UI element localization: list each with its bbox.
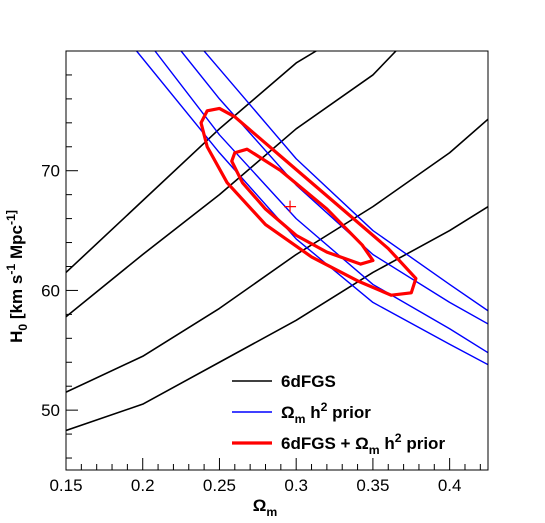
series-6dfgs-3	[66, 51, 317, 274]
x-tick-label: 0.15	[49, 476, 82, 495]
series-6dfgs-0	[66, 205, 488, 432]
series-6dfgs-1	[66, 118, 488, 393]
series-6dfgs-m-h-2-prior-9	[230, 147, 375, 266]
series-6dfgs-m-h-2-prior-8	[199, 106, 418, 297]
series-m-h-2-prior-6	[180, 51, 488, 325]
series-m-h-2-prior-4	[135, 51, 488, 366]
legend-label-m-h-2-prior: Ωm h2 prior	[281, 400, 371, 426]
plot-frame	[65, 50, 489, 471]
x-tick-label: 0.25	[203, 476, 236, 495]
best-fit-marker	[284, 200, 297, 213]
series-m-h-2-prior-5	[154, 51, 488, 354]
series-6dfgs-2	[66, 51, 397, 318]
y-tick-label: 70	[41, 162, 60, 181]
x-tick-label: 0.3	[284, 476, 308, 495]
x-tick-label: 0.2	[131, 476, 155, 495]
y-tick-label: 50	[41, 401, 60, 420]
legend-label-6dfgs: 6dFGS	[281, 372, 336, 391]
x-tick-label: 0.4	[438, 476, 462, 495]
series-m-h-2-prior-7	[203, 51, 488, 312]
y-axis-label: H0 [km s-1 Mpc-1]	[4, 210, 30, 343]
legend-label-6dfgs-m-h-2-prior: 6dFGS + Ωm h2 prior	[281, 431, 445, 457]
y-tick-label: 60	[41, 281, 60, 300]
x-axis-label: Ωm	[253, 496, 278, 519]
x-tick-label: 0.35	[356, 476, 389, 495]
